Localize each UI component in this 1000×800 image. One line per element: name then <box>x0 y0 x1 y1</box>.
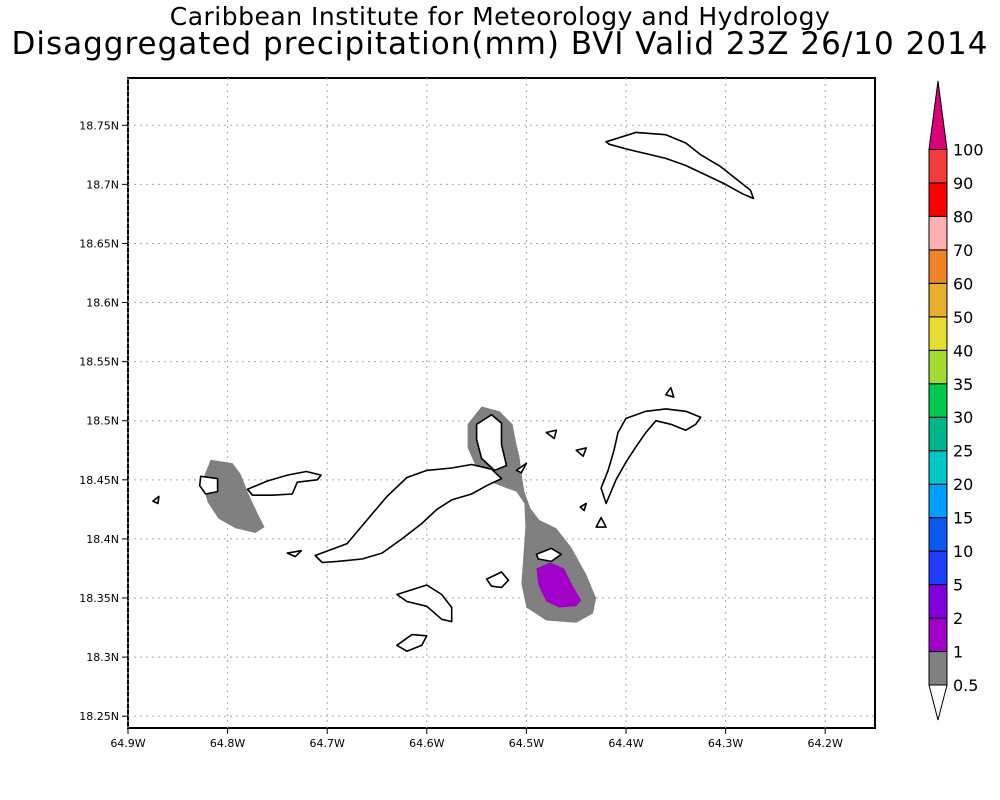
coastline-layer <box>152 131 755 653</box>
island <box>246 470 323 497</box>
colorbar-swatch <box>928 584 948 619</box>
colorbar-label: 5 <box>953 576 963 595</box>
island <box>595 516 607 528</box>
colorbar-label: 80 <box>953 207 973 226</box>
lon-tick-label: 64.4W <box>608 737 643 750</box>
lat-tick-label: 18.4N <box>86 533 119 546</box>
lat-tick-label: 18.65N <box>79 237 119 250</box>
colorbar-swatch <box>928 148 948 184</box>
colorbar-swatch <box>928 349 948 385</box>
island <box>485 571 510 589</box>
island <box>286 549 303 558</box>
colorbar-swatch <box>928 215 948 251</box>
precip-area <box>536 562 582 608</box>
map-frame <box>127 77 876 729</box>
colorbar-swatch <box>928 182 948 217</box>
island <box>198 475 219 495</box>
colorbar-label: 70 <box>953 241 973 260</box>
island <box>475 413 508 472</box>
lon-tick-label: 64.8W <box>210 737 245 750</box>
island <box>575 447 588 458</box>
lat-tick-label: 18.45N <box>79 474 119 487</box>
island <box>396 633 428 653</box>
colorbar-label: 15 <box>953 509 973 528</box>
colorbar-label: 10 <box>953 542 973 561</box>
colorbar-label: 25 <box>953 442 973 461</box>
colorbar-swatch <box>928 383 948 418</box>
colorbar-swatch <box>928 282 948 318</box>
lon-tick-label: 64.3W <box>708 737 743 750</box>
island <box>152 495 160 505</box>
lat-tick-label: 18.25N <box>79 710 119 723</box>
colorbar-label: 50 <box>953 308 973 327</box>
island <box>314 463 503 564</box>
island <box>515 462 528 474</box>
lat-tick-label: 18.35N <box>79 592 119 605</box>
map-subtitle: Disaggregated precipitation(mm) BVI Vali… <box>11 26 989 62</box>
colorbar-label: 100 <box>953 140 984 159</box>
colorbar-label: 90 <box>953 174 973 193</box>
colorbar-swatch <box>928 517 948 552</box>
lat-tick-label: 18.55N <box>79 356 119 369</box>
lon-tick-label: 64.7W <box>310 737 345 750</box>
colorbar-swatch <box>928 617 948 653</box>
colorbar-label: 20 <box>953 475 973 494</box>
lat-tick-label: 18.3N <box>86 651 119 664</box>
lon-tick-label: 64.5W <box>509 737 544 750</box>
colorbar-swatch <box>928 450 948 485</box>
colorbar-swatch <box>928 483 948 519</box>
lon-tick-label: 64.6W <box>409 737 444 750</box>
colorbar-swatch <box>928 249 948 284</box>
lat-tick-label: 18.75N <box>79 119 119 132</box>
island <box>600 408 702 505</box>
colorbar-label: 30 <box>953 408 973 427</box>
island <box>545 429 558 440</box>
colorbar-label: 1 <box>953 643 963 662</box>
island <box>579 502 588 512</box>
colorbar-swatch <box>928 550 948 586</box>
map-title: Caribbean Institute for Meteorology and … <box>169 2 831 31</box>
colorbar-label: 35 <box>953 375 973 394</box>
colorbar-max-arrow <box>928 80 948 150</box>
lat-tick-label: 18.6N <box>86 297 119 310</box>
colorbar-label: 40 <box>953 341 973 360</box>
colorbar-label: 2 <box>953 609 963 628</box>
colorbar-swatch <box>928 651 948 686</box>
colorbar-label: 0.5 <box>953 676 978 695</box>
lat-tick-label: 18.7N <box>86 178 119 191</box>
colorbar-min-arrow <box>928 684 948 721</box>
island <box>535 547 563 563</box>
island <box>605 131 755 200</box>
island <box>664 386 675 398</box>
grid-lines <box>127 78 875 728</box>
colorbar-swatch <box>928 316 948 351</box>
colorbar-label: 60 <box>953 274 973 293</box>
lon-tick-label: 64.2W <box>808 737 843 750</box>
lon-tick-label: 64.9W <box>110 737 145 750</box>
island <box>396 584 453 623</box>
colorbar-swatch <box>928 416 948 452</box>
lat-tick-label: 18.5N <box>86 415 119 428</box>
axis-ticks: 18.75N 18.7N 18.65N 18.6N 18.55N 18.5N 18.45N 1… <box>79 119 843 750</box>
